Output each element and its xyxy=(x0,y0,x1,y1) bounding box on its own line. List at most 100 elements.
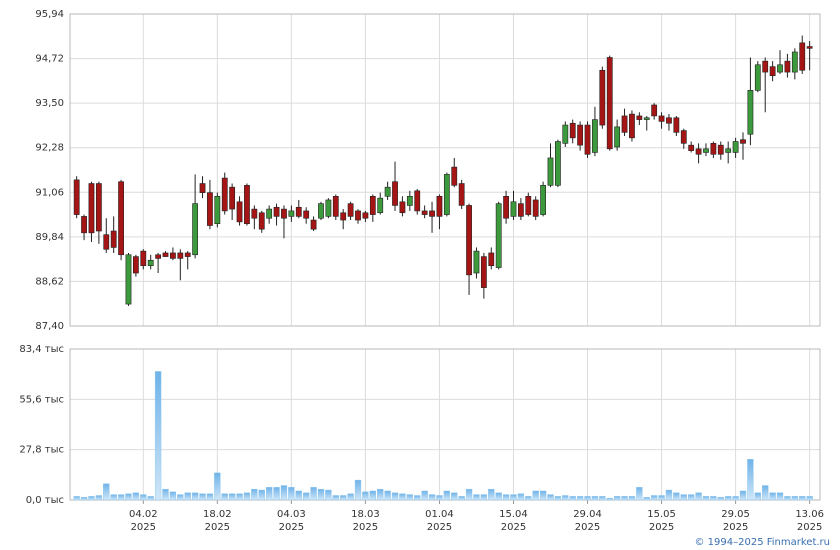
volume-bar xyxy=(377,488,384,501)
candle-body xyxy=(362,212,369,219)
y-tick-label: 91,06 xyxy=(35,187,64,198)
candle-body xyxy=(125,254,132,305)
candle-body xyxy=(436,196,443,217)
candle-body xyxy=(369,196,376,215)
candle-body xyxy=(414,190,421,212)
volume-bar xyxy=(199,493,206,501)
candle-body xyxy=(258,212,265,230)
volume-bar xyxy=(184,492,191,501)
volume-bar xyxy=(554,496,562,501)
volume-bar xyxy=(458,496,465,501)
volume-bar xyxy=(295,490,302,501)
candle-body xyxy=(421,210,428,215)
volume-bar xyxy=(495,492,502,501)
volume-bar xyxy=(243,492,251,501)
candle-body xyxy=(140,250,147,267)
volume-bar xyxy=(702,496,710,501)
volume-bar xyxy=(414,495,421,501)
volume-bar xyxy=(95,495,103,501)
volume-bar xyxy=(510,494,517,501)
volume-bar xyxy=(228,493,236,501)
candle-body xyxy=(747,90,754,135)
candle-body xyxy=(458,183,465,206)
y-tick-label: 27,8 тыс xyxy=(19,445,64,456)
volume-bar xyxy=(680,494,687,501)
candle-body xyxy=(244,185,250,225)
y-tick-label: 92,28 xyxy=(35,143,64,154)
volume-bar xyxy=(391,492,399,501)
candle-body xyxy=(384,186,391,197)
candle-body xyxy=(118,181,124,256)
candle-body xyxy=(517,203,524,217)
candle-body xyxy=(621,115,628,133)
volume-bar xyxy=(732,496,739,501)
candle-body xyxy=(95,183,102,232)
volume-bar xyxy=(591,496,599,501)
candle-body xyxy=(510,201,517,217)
candle-body xyxy=(658,115,665,122)
candle-body xyxy=(806,46,813,49)
x-tick-year: 2025 xyxy=(427,522,452,533)
candle-body xyxy=(318,203,324,219)
y-tick-label: 89,84 xyxy=(35,232,64,243)
x-tick-year: 2025 xyxy=(501,522,526,533)
volume-bar xyxy=(784,496,791,501)
candle-body xyxy=(429,210,435,217)
x-tick-year: 2025 xyxy=(131,522,156,533)
candle-body xyxy=(695,148,702,155)
volume-bar xyxy=(643,497,650,501)
candle-body xyxy=(184,252,191,257)
candle-body xyxy=(673,117,680,133)
volume-bar xyxy=(206,493,214,501)
candle-body xyxy=(688,144,695,151)
volume-bar xyxy=(147,496,154,501)
candle-body xyxy=(606,57,613,150)
volume-bar xyxy=(80,497,88,501)
volume-bar xyxy=(569,496,576,501)
candle-body xyxy=(310,219,317,230)
volume-bar xyxy=(488,488,495,501)
volume-bar xyxy=(695,492,702,501)
candle-body xyxy=(754,64,761,91)
x-tick-year: 2025 xyxy=(205,522,230,533)
volume-bar xyxy=(539,490,547,501)
candle-body xyxy=(192,203,199,256)
volume-bar xyxy=(258,489,265,501)
volume-bar xyxy=(236,493,243,501)
candle-body xyxy=(495,203,502,268)
volume-bar xyxy=(754,492,761,501)
volume-bar xyxy=(428,494,436,501)
volume-bar xyxy=(436,495,443,501)
volume-bar xyxy=(221,493,228,501)
volume-bar xyxy=(776,492,784,501)
candle-body xyxy=(406,196,413,206)
volume-bar xyxy=(421,490,428,501)
volume-bar xyxy=(317,488,325,501)
x-tick-label: 01.04 xyxy=(425,509,454,520)
candle-body xyxy=(577,124,584,146)
volume-bar xyxy=(340,495,347,501)
volume-bar xyxy=(214,472,221,501)
x-tick-year: 2025 xyxy=(279,522,304,533)
candle-body xyxy=(266,208,273,219)
y-tick-label: 93,50 xyxy=(35,98,64,109)
x-tick-label: 04.03 xyxy=(277,509,306,520)
candle-body xyxy=(103,234,110,250)
volume-bar xyxy=(384,490,391,501)
x-tick-year: 2025 xyxy=(797,522,822,533)
candle-body xyxy=(73,179,80,215)
volume-bar xyxy=(251,488,258,501)
volume-bar xyxy=(517,493,525,501)
candle-body xyxy=(392,181,398,206)
volume-bar xyxy=(154,371,162,501)
candle-body xyxy=(288,210,295,217)
volume-bar xyxy=(362,491,369,501)
volume-bar xyxy=(599,496,606,501)
candle-body xyxy=(503,196,509,219)
candle-body xyxy=(332,196,339,217)
volume-bar xyxy=(769,492,776,501)
volume-bar xyxy=(576,496,584,501)
candle-body xyxy=(592,119,598,153)
x-tick-label: 29.04 xyxy=(573,509,602,520)
